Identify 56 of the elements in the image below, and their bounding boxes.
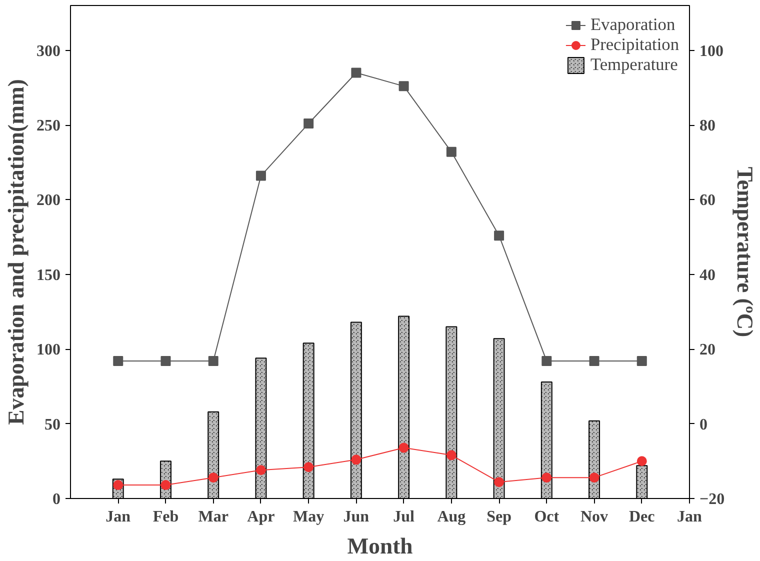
x-tick-label: Apr xyxy=(247,508,275,526)
x-tick-label: Sep xyxy=(486,508,512,526)
point xyxy=(398,81,409,92)
x-tick-label: Feb xyxy=(152,508,179,526)
y2-tick-label: 40 xyxy=(700,266,716,284)
x-tick-label: Jan xyxy=(106,508,131,526)
y-tick-label: 0 xyxy=(52,491,60,508)
y-tick-label: 250 xyxy=(36,118,60,135)
y-tick-label: 200 xyxy=(36,192,60,210)
point xyxy=(398,442,409,453)
y2-tick-label: 0 xyxy=(700,416,708,434)
y2-tick-label: 60 xyxy=(700,192,716,210)
point xyxy=(208,472,218,483)
y-tick-label: 150 xyxy=(36,266,60,284)
y2-tick-label: 80 xyxy=(700,118,716,135)
x-tick-label: Jul xyxy=(393,508,416,526)
point xyxy=(636,356,647,366)
x-axis-title: Month xyxy=(347,534,414,558)
legend-label: Precipitation xyxy=(590,35,679,55)
point xyxy=(304,118,314,129)
point xyxy=(589,356,600,366)
point xyxy=(160,356,171,366)
point xyxy=(351,68,362,78)
x-tick-label: Oct xyxy=(534,508,560,526)
point xyxy=(304,462,314,472)
y2-axis-title: Temperature (ºC) xyxy=(732,166,758,338)
point xyxy=(351,454,362,465)
legend-label: Evaporation xyxy=(590,15,676,35)
y2-tick-label: 100 xyxy=(700,42,724,60)
legend-label: Temperature xyxy=(590,55,678,75)
x-tick-label: Aug xyxy=(437,508,466,526)
point xyxy=(494,477,504,488)
x-tick-label: Jun xyxy=(343,508,370,526)
point xyxy=(160,480,171,490)
y-tick-label: 50 xyxy=(44,416,60,434)
x-tick-label: Nov xyxy=(580,508,608,526)
x-tick-label: Jan xyxy=(677,508,702,526)
point xyxy=(113,356,124,366)
point xyxy=(542,472,552,483)
point xyxy=(256,170,266,181)
x-tick-label: Mar xyxy=(198,508,228,526)
y-tick-label: 100 xyxy=(36,342,60,359)
point xyxy=(446,450,456,460)
point xyxy=(256,465,266,476)
y2-tick-label: −20 xyxy=(700,491,725,508)
point xyxy=(494,230,504,241)
point xyxy=(636,456,647,466)
x-tick-label: May xyxy=(293,508,324,526)
y2-tick-label: 20 xyxy=(700,342,716,359)
y-tick-label: 300 xyxy=(36,42,60,60)
x-tick-label: Dec xyxy=(629,508,655,526)
point xyxy=(208,356,218,366)
point xyxy=(542,356,552,366)
point xyxy=(589,472,600,483)
y-axis-title: Evaporation and precipitation(mm) xyxy=(4,79,28,425)
point xyxy=(446,146,456,157)
